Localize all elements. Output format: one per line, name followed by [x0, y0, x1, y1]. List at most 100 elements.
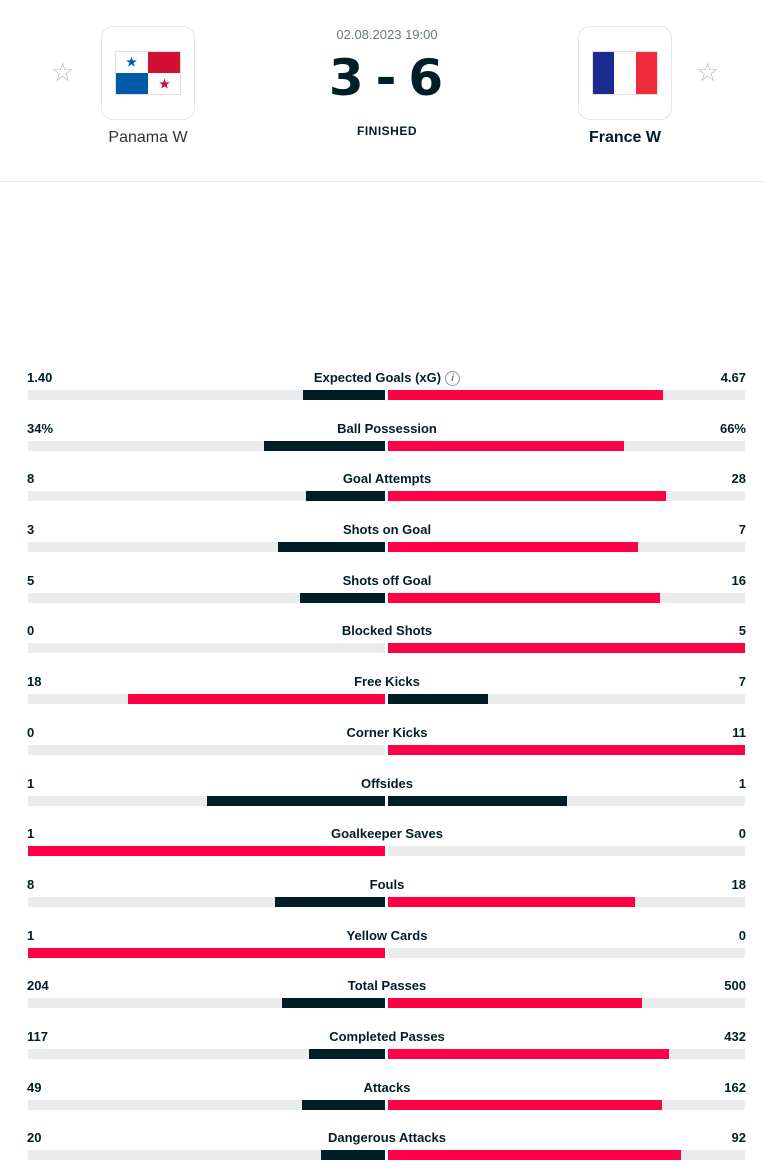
stat-category: Offsides — [180, 776, 594, 791]
stat-row: 49 Attacks 162 — [0, 1072, 764, 1123]
stat-home-value: 8 — [27, 471, 35, 487]
stat-home-bar — [28, 896, 385, 907]
stat-away-bar-fill — [388, 643, 745, 654]
stat-home-bar — [28, 744, 385, 755]
stat-home-bar — [28, 846, 385, 857]
stat-home-bar-fill — [28, 947, 385, 958]
stat-category-label: Goalkeeper Saves — [330, 826, 444, 842]
stat-category-label: Dangerous Attacks — [328, 1130, 446, 1146]
stat-category-label: Yellow Cards — [346, 927, 428, 943]
favorite-away-star-icon[interactable]: ☆ — [696, 58, 720, 88]
stat-category-label: Free Kicks — [354, 674, 420, 690]
stat-home-value: 204 — [27, 978, 49, 994]
info-icon[interactable]: i — [445, 371, 461, 386]
stat-home-bar — [28, 390, 385, 400]
stat-home-value: 8 — [27, 876, 35, 892]
stat-home-value: 20 — [27, 1130, 42, 1146]
stat-away-bar-fill — [388, 998, 642, 1009]
stat-away-bar — [388, 947, 745, 958]
stat-home-bar — [28, 694, 385, 705]
stat-category: Total Passes — [180, 978, 594, 993]
stat-category: Blocked Shots — [180, 623, 594, 638]
statistics-list: 1.40 Expected Goals (xG) i 4.67 34% Ball Poss… — [0, 362, 764, 1173]
stat-home-bar — [28, 947, 385, 958]
stat-away-bar-fill — [388, 491, 666, 502]
stat-home-value: 1.40 — [27, 370, 53, 385]
stat-away-bar-fill — [388, 440, 624, 451]
stat-away-bar-fill — [388, 896, 636, 907]
stat-category-label: Corner Kicks — [346, 724, 428, 740]
stat-home-bar — [28, 795, 385, 806]
match-header: ☆ Panama W 02.08.2023 19:00 3-6 FINISHED… — [0, 0, 764, 182]
stat-away-bar-fill — [388, 592, 660, 603]
stat-away-bar — [388, 390, 745, 400]
stat-home-bar-fill — [321, 1150, 385, 1161]
stat-home-value: 1 — [27, 927, 35, 943]
away-team-name[interactable]: France W — [588, 129, 661, 146]
stat-home-value: 5 — [27, 572, 35, 588]
stat-away-value: 16 — [731, 572, 746, 588]
stat-category-label: Fouls — [369, 876, 405, 892]
stat-home-value: 0 — [27, 623, 35, 639]
match-datetime: 02.08.2023 19:00 — [336, 27, 438, 42]
stat-row: 5 Shots off Goal 16 — [0, 565, 764, 616]
stat-away-bar — [388, 744, 745, 755]
stat-home-bar — [28, 1150, 385, 1161]
stat-away-bar — [388, 592, 745, 603]
stat-home-bar-fill — [275, 896, 385, 907]
stat-away-bar — [388, 795, 745, 806]
stat-category: Goal Attempts — [180, 471, 594, 486]
stat-row: 0 Blocked Shots 5 — [0, 615, 764, 666]
stat-away-bar-fill — [388, 390, 663, 400]
stat-away-bar — [388, 998, 745, 1009]
stat-away-value: 28 — [731, 471, 746, 487]
stat-home-bar-fill — [127, 694, 385, 705]
home-team-logo[interactable] — [101, 26, 195, 120]
stat-away-bar — [388, 643, 745, 654]
stat-category: Free Kicks — [180, 674, 594, 689]
stat-category: Dangerous Attacks — [180, 1130, 594, 1145]
france-flag-icon — [592, 51, 658, 95]
stat-row: 8 Fouls 18 — [0, 869, 764, 920]
stat-category: Corner Kicks — [180, 725, 594, 740]
stat-category-label: Attacks — [363, 1079, 411, 1095]
home-team-name[interactable]: Panama W — [108, 129, 188, 146]
stat-row: 18 Free Kicks 7 — [0, 666, 764, 717]
stat-home-bar-fill — [281, 998, 385, 1009]
stat-away-bar-fill — [388, 1048, 669, 1059]
stat-away-bar-fill — [388, 744, 745, 755]
stat-row: 1 Yellow Cards 0 — [0, 920, 764, 971]
stat-row: 20 Dangerous Attacks 92 — [0, 1122, 764, 1173]
match-status: FINISHED — [356, 124, 417, 138]
stat-row: 204 Total Passes 500 — [0, 970, 764, 1021]
stat-home-value: 117 — [27, 1028, 48, 1044]
stat-category: Fouls — [180, 877, 594, 892]
home-score: 3 — [328, 49, 366, 107]
away-team-logo[interactable] — [578, 26, 672, 120]
stat-home-value: 1 — [27, 775, 35, 791]
stat-home-bar — [28, 542, 385, 553]
stat-home-value: 3 — [27, 522, 35, 538]
stat-home-bar-fill — [302, 1099, 385, 1110]
stat-row: 1 Goalkeeper Saves 0 — [0, 818, 764, 869]
stat-home-bar — [28, 440, 385, 451]
stat-away-value: 0 — [738, 826, 746, 842]
stat-home-bar-fill — [308, 1048, 385, 1059]
panama-flag-icon — [115, 51, 181, 95]
stat-away-bar — [388, 694, 745, 705]
stat-away-value: 7 — [738, 522, 746, 538]
favorite-home-star-icon[interactable]: ☆ — [51, 58, 75, 88]
stat-away-value: 7 — [738, 674, 746, 690]
stat-away-value: 4.67 — [720, 370, 746, 385]
stat-away-bar — [388, 846, 745, 857]
stat-row: 0 Corner Kicks 11 — [0, 717, 764, 768]
stat-home-bar-fill — [302, 390, 385, 400]
stat-home-bar-fill — [300, 592, 385, 603]
stat-home-bar-fill — [277, 542, 385, 553]
stat-away-bar — [388, 1150, 745, 1161]
stat-category-label: Completed Passes — [329, 1028, 445, 1044]
stat-away-value: 1 — [738, 775, 746, 791]
stat-row: 3 Shots on Goal 7 — [0, 514, 764, 565]
stat-category-label: Blocked Shots — [341, 623, 433, 639]
stat-home-bar — [28, 1048, 385, 1059]
